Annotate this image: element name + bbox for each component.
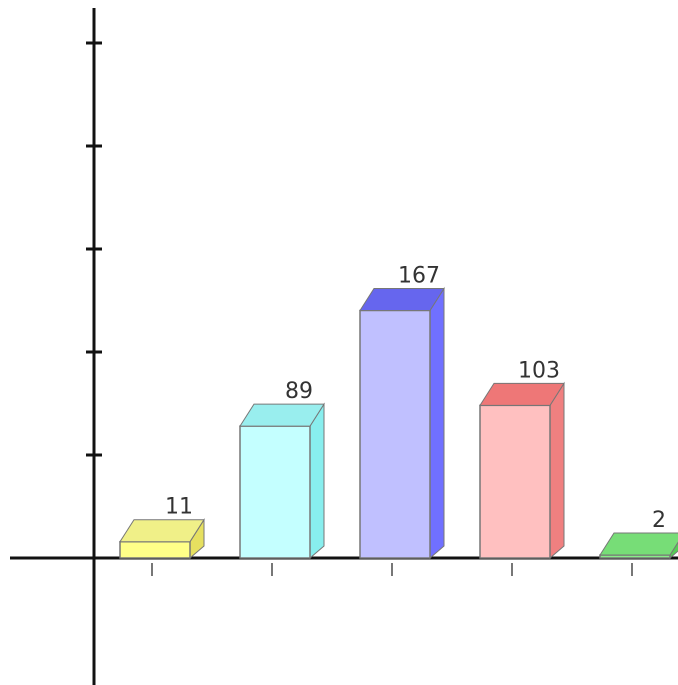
bar-front (119, 540, 191, 559)
bar-value-label: 89 (285, 379, 313, 404)
bar (119, 517, 205, 560)
bar-front (359, 309, 431, 559)
bar-top (359, 288, 445, 312)
bar-value-label: 11 (165, 495, 193, 520)
bar-side (429, 286, 445, 560)
bar-top (599, 532, 678, 556)
bar-top (479, 382, 565, 406)
bar (599, 532, 678, 560)
bar (359, 286, 445, 560)
bar-value-label: 167 (398, 264, 440, 289)
bar-front (239, 425, 311, 559)
bar-value-label: 2 (652, 508, 666, 533)
bar-value-label: 103 (518, 358, 560, 383)
bar (239, 402, 325, 560)
bar-side (549, 381, 565, 560)
bar (479, 381, 565, 560)
bar-top (239, 403, 325, 427)
bar-side (309, 402, 325, 560)
bar-top (119, 519, 205, 543)
bar-front (479, 404, 551, 559)
